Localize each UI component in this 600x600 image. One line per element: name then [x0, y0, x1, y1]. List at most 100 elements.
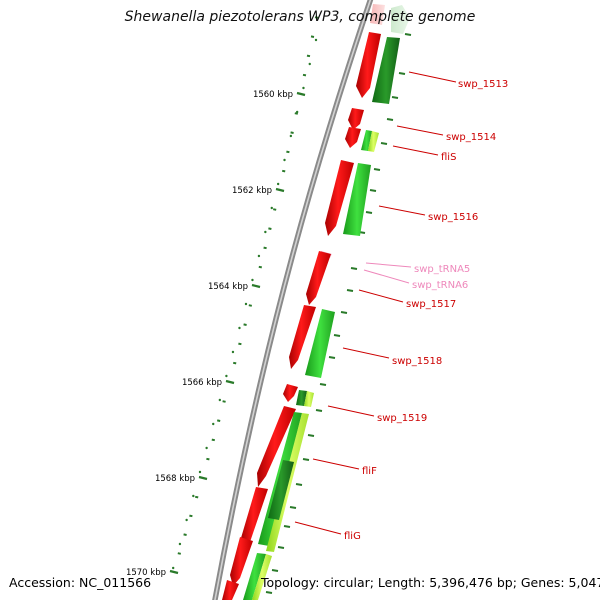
feature-arrow [305, 309, 335, 378]
scale-ticks: 1560 kbp 1562 kbp 1564 kbp 1566 kbp 1568 kbp… [126, 16, 412, 594]
feature-arrow [230, 537, 253, 586]
minor-tick [277, 546, 285, 549]
feature-arrow [257, 406, 296, 487]
leader-line [294, 521, 342, 535]
leader-line [378, 205, 426, 216]
feature-arrow [368, 131, 379, 152]
feature-arrow [268, 460, 294, 520]
minor-tick [248, 304, 252, 307]
scale-dot [231, 350, 235, 354]
feature-arrow [345, 127, 361, 148]
scale-dot [205, 446, 208, 450]
minor-tick [314, 16, 319, 19]
map-title: Shewanella piezotolerans WP3, complete g… [124, 9, 476, 25]
accession-text: Accession: NC_011566 [9, 575, 152, 590]
minor-tick [391, 96, 399, 99]
minor-tick [369, 189, 377, 192]
scale-dot [185, 518, 188, 522]
minor-tick [350, 267, 358, 270]
minor-tick [183, 533, 187, 536]
scale-dot [225, 374, 228, 378]
minor-tick [222, 400, 226, 403]
minor-tick [319, 383, 327, 386]
scale-dot [218, 398, 222, 402]
scale-dot [257, 254, 261, 258]
leader-line [312, 458, 360, 470]
minor-tick [380, 142, 388, 145]
tick-label: 1564 kbp [208, 282, 248, 292]
gene-label: fliS [441, 152, 456, 163]
minor-tick [258, 265, 262, 269]
major-tick [296, 91, 306, 97]
feature-arrow [356, 32, 381, 98]
minor-tick [177, 552, 181, 555]
scale-dot [302, 86, 305, 90]
scale-dot [178, 542, 182, 546]
gene-label: swp_1518 [392, 356, 442, 367]
feature-arrow [289, 305, 316, 369]
scale-dot [244, 302, 248, 306]
minor-tick [211, 438, 215, 442]
scale-dot [308, 62, 311, 66]
minor-tick [290, 131, 294, 134]
minor-tick [302, 458, 310, 461]
trna-label: swp_tRNA6 [412, 280, 468, 291]
minor-tick [289, 506, 297, 509]
feature-arrow [222, 580, 239, 600]
tick-label: 1560 kbp [253, 90, 293, 100]
scale-dot [295, 110, 299, 114]
minor-tick [265, 591, 273, 594]
minor-tick [340, 311, 348, 314]
feature-arrow [372, 37, 400, 104]
minor-tick [195, 495, 199, 499]
minor-tick [189, 514, 193, 518]
minor-tick [328, 356, 336, 359]
scale-dot [212, 422, 215, 426]
tick-label: 1562 kbp [232, 186, 272, 196]
minor-tick [273, 208, 277, 211]
gene-label: swp_1516 [428, 212, 478, 223]
feature-arrow [343, 163, 371, 236]
leader-line [363, 269, 410, 284]
major-tick [169, 569, 179, 575]
minor-tick [346, 289, 354, 292]
feature-arrow [306, 251, 331, 305]
gene-label: fliF [362, 466, 377, 477]
minor-tick [286, 150, 290, 154]
tick-label: 1566 kbp [182, 378, 222, 388]
minor-tick [268, 227, 272, 230]
leader-line [342, 347, 390, 359]
trna-label: swp_tRNA5 [414, 264, 470, 275]
minor-tick [294, 112, 298, 115]
scale-dot [264, 230, 267, 234]
scale-dot [314, 38, 318, 42]
minor-tick [398, 72, 406, 75]
minor-tick [283, 525, 291, 528]
feature-labels: swp_1513 swp_1514 fliS swp_1516 swp_tRNA5swp… [294, 71, 508, 542]
minor-tick [333, 334, 341, 337]
minor-tick [306, 54, 311, 58]
feature-arrow [304, 391, 314, 407]
gene-label: fliG [344, 531, 361, 542]
minor-tick [238, 342, 242, 346]
leader-line [396, 125, 444, 136]
scale-dot [276, 182, 280, 186]
minor-tick [386, 118, 394, 121]
major-tick [198, 475, 208, 481]
scale-dot [192, 494, 195, 498]
feature-arrow [370, 4, 385, 25]
major-tick [275, 187, 285, 193]
minor-tick [217, 419, 221, 422]
minor-tick [302, 73, 307, 77]
leader-line [392, 145, 439, 156]
minor-tick [282, 169, 286, 173]
feature-arrow [241, 487, 268, 550]
scale-dot [198, 470, 202, 474]
gene-label: swp_1513 [458, 79, 508, 90]
gene-label: swp_1514 [446, 132, 496, 143]
feature-arrow [325, 160, 354, 236]
minor-tick [295, 483, 303, 486]
major-tick [225, 379, 235, 385]
scale-dot [238, 326, 241, 330]
